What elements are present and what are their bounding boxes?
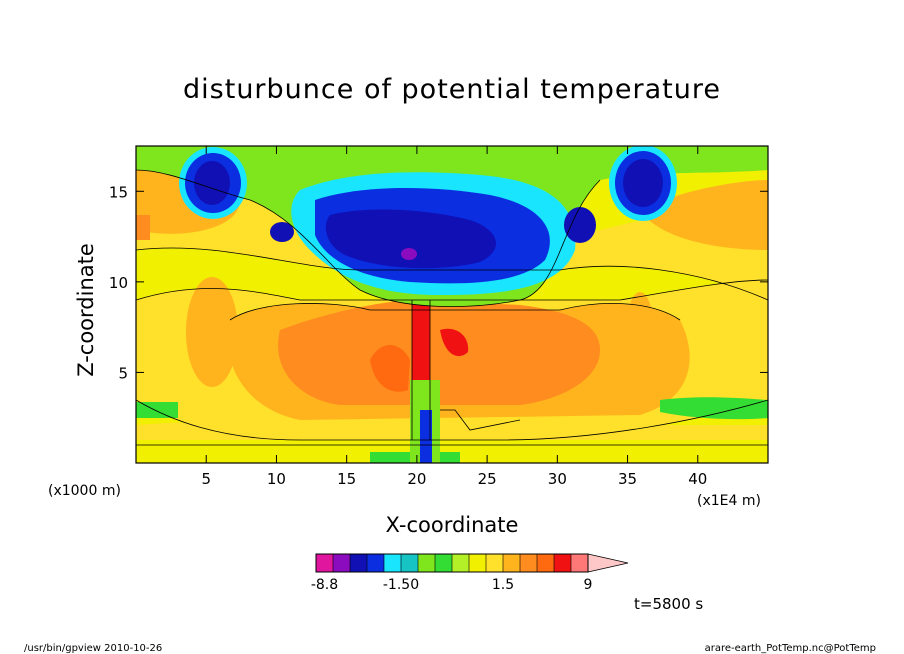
colorbar: -8.8 -1.50 1.5 9: [311, 553, 629, 593]
x-axis-ticks: 5 10 15 20 25 30 35 40: [201, 146, 707, 488]
colorbar-tick-label: -8.8: [311, 577, 338, 593]
colorbar-swatch: [536, 553, 555, 573]
colorbar-swatch: [332, 553, 351, 573]
time-label: t=5800 s: [634, 595, 704, 613]
y-axis-ticks: 5 10 15: [109, 183, 768, 382]
plot-frame: [135, 145, 769, 464]
x-tick-label: 15: [337, 470, 356, 488]
x-tick-label: 5: [201, 470, 211, 488]
colorbar-swatch: [485, 553, 504, 573]
x-axis-unit: (x1E4 m): [697, 493, 761, 509]
contour-field: [136, 146, 768, 463]
colorbar-swatch: [349, 553, 368, 573]
x-tick-label: 25: [478, 470, 497, 488]
colorbar-swatch: [451, 553, 470, 573]
colorbar-swatch: [417, 553, 436, 573]
colorbar-swatch: [383, 553, 402, 573]
colorbar-swatch: [400, 553, 419, 573]
x-tick-label: 35: [618, 470, 637, 488]
colorbar-frame: [315, 553, 589, 573]
colorbar-tick-label: 1.5: [492, 577, 514, 593]
colorbar-tick-label: 9: [584, 577, 593, 593]
colorbar-swatch: [434, 553, 453, 573]
y-tick-label: 10: [109, 274, 128, 292]
footer-left: /usr/bin/gpview 2010-10-26: [24, 643, 163, 654]
colorbar-swatch: [366, 553, 385, 573]
y-tick-label: 15: [109, 183, 128, 201]
colorbar-swatch: [468, 553, 487, 573]
colorbar-tick-label: -1.50: [383, 577, 419, 593]
colorbar-swatch: [519, 553, 538, 573]
colorbar-extend-triangle: [587, 553, 629, 573]
x-tick-label: 40: [688, 470, 707, 488]
colorbar-swatch: [502, 553, 521, 573]
y-tick-label: 5: [118, 364, 128, 382]
chart-title: disturbunce of potential temperature: [183, 74, 721, 105]
colorbar-swatch: [553, 553, 572, 573]
x-tick-label: 10: [267, 470, 286, 488]
y-axis-unit: (x1000 m): [48, 483, 121, 499]
colorbar-swatch: [570, 553, 589, 573]
x-axis-label: X-coordinate: [385, 513, 519, 537]
footer-right: arare-earth_PotTemp.nc@PotTemp: [704, 643, 876, 654]
x-tick-label: 20: [407, 470, 426, 488]
x-tick-label: 30: [548, 470, 567, 488]
colorbar-swatch: [315, 553, 334, 573]
y-axis-label: Z-coordinate: [74, 243, 98, 377]
